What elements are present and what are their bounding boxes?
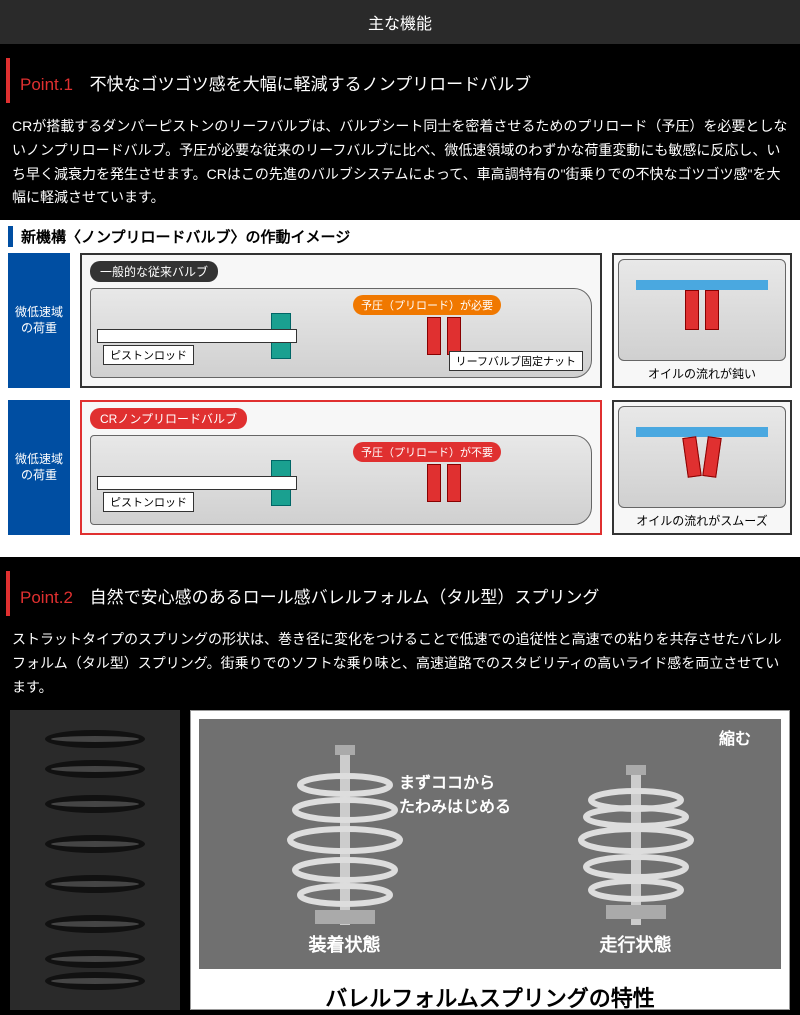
spring-diagram-inner: 縮む まずココから たわみはじめる 装着状態 (199, 719, 781, 969)
oil-flow-arrow (636, 280, 769, 290)
valve-icon (447, 464, 461, 502)
preload-required-label: 予圧（プリロード）が必要 (353, 295, 501, 315)
point1-heading: Point.1 不快なゴツゴツ感を大幅に軽減するノンプリロードバルブ (6, 58, 800, 103)
cr-box-label: CRノンプリロードバルブ (90, 408, 247, 429)
rod-label: ピストンロッド (103, 492, 194, 512)
point2-title: 自然で安心感のあるロール感バレルフォルム（タル型）スプリング (90, 588, 600, 607)
zoom-box-conventional (618, 259, 786, 361)
valve-icon (427, 464, 441, 502)
coil-spring-icon (45, 730, 145, 990)
valve-diagram-title: 新機構〈ノンプリロードバルブ〉の作動イメージ (8, 226, 792, 247)
spring-photo (10, 710, 180, 1010)
valve-diagram: 新機構〈ノンプリロードバルブ〉の作動イメージ 微低速域 の荷重 一般的な従来バル… (0, 220, 800, 557)
deflect-annotation: まずココから たわみはじめる (399, 769, 511, 817)
point2-body: ストラットタイプのスプリングの形状は、巻き径に変化をつけることで低速での追従性と… (0, 624, 800, 709)
zoom-caption-cr: オイルの流れがスムーズ (618, 512, 786, 529)
zoom-valve-icon (703, 436, 722, 478)
valve-row-conventional: 微低速域 の荷重 一般的な従来バルブ ピストンロッド 予圧（プリロード）が必要 … (8, 253, 792, 388)
valve-icon (427, 317, 441, 355)
spring-area: 縮む まずココから たわみはじめる 装着状態 (0, 710, 800, 1010)
point1-num: Point.1 (20, 75, 73, 94)
piston-rod-icon (97, 476, 297, 490)
valve-main-cr: CRノンプリロードバルブ ピストンロッド 予圧（プリロード）が不要 (80, 400, 602, 535)
point1-body: CRが搭載するダンパーピストンのリーフバルブは、バルブシート同士を密着させるため… (0, 111, 800, 220)
strut-running: 走行状態 (566, 765, 706, 957)
point2-heading: Point.2 自然で安心感のあるロール感バレルフォルム（タル型）スプリング (6, 571, 800, 616)
piston-rod-icon (97, 329, 297, 343)
rod-label: ピストンロッド (103, 345, 194, 365)
strut-running-icon (576, 765, 696, 925)
point1-title: 不快なゴツゴツ感を大幅に軽減するノンプリロードバルブ (90, 75, 532, 94)
cr-schematic: ピストンロッド 予圧（プリロード）が不要 (90, 435, 592, 525)
conventional-box-label: 一般的な従来バルブ (90, 261, 218, 282)
strut-mounted-icon (285, 745, 405, 925)
zoom-box-cr (618, 406, 786, 508)
zoom-conventional: オイルの流れが鈍い (612, 253, 792, 388)
load-label-text: 微低速域 の荷重 (15, 305, 63, 336)
zoom-valve-icon (705, 290, 719, 330)
spring-diagram: 縮む まずココから たわみはじめる 装着状態 (190, 710, 790, 1010)
load-label-text: 微低速域 の荷重 (15, 452, 63, 483)
section-header: 主な機能 (0, 0, 800, 44)
load-label-2: 微低速域 の荷重 (8, 400, 70, 535)
zoom-cr: オイルの流れがスムーズ (612, 400, 792, 535)
valve-row-cr: 微低速域 の荷重 CRノンプリロードバルブ ピストンロッド 予圧（プリロード）が… (8, 400, 792, 535)
oil-flow-arrow (636, 427, 769, 437)
valve-main-conventional: 一般的な従来バルブ ピストンロッド 予圧（プリロード）が必要 リーフバルブ固定ナ… (80, 253, 602, 388)
header-title: 主な機能 (368, 16, 432, 33)
load-label-1: 微低速域 の荷重 (8, 253, 70, 388)
strut-mounted: 装着状態 (275, 745, 415, 957)
zoom-caption-conventional: オイルの流れが鈍い (618, 365, 786, 382)
zoom-valve-icon (683, 436, 702, 478)
nut-label: リーフバルブ固定ナット (449, 351, 583, 371)
shrink-annotation: 縮む (719, 725, 751, 749)
point2-num: Point.2 (20, 588, 73, 607)
conventional-schematic: ピストンロッド 予圧（プリロード）が必要 リーフバルブ固定ナット (90, 288, 592, 378)
valve-icon (447, 317, 461, 355)
preload-notrequired-label: 予圧（プリロード）が不要 (353, 442, 501, 462)
zoom-valve-icon (685, 290, 699, 330)
spring-diagram-caption: バレルフォルムスプリングの特性 (191, 977, 789, 1015)
